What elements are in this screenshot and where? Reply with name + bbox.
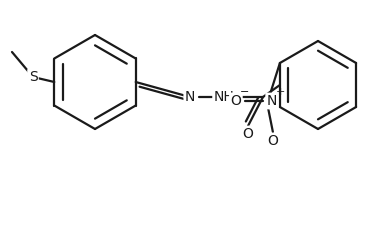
Text: S: S bbox=[29, 70, 37, 84]
Text: N: N bbox=[267, 94, 277, 108]
Text: NH: NH bbox=[214, 90, 235, 104]
Text: N: N bbox=[185, 90, 195, 104]
Text: O: O bbox=[230, 94, 241, 108]
Text: −: − bbox=[240, 87, 249, 97]
Text: O: O bbox=[267, 134, 278, 148]
Text: O: O bbox=[243, 127, 253, 141]
Text: +: + bbox=[276, 87, 286, 97]
